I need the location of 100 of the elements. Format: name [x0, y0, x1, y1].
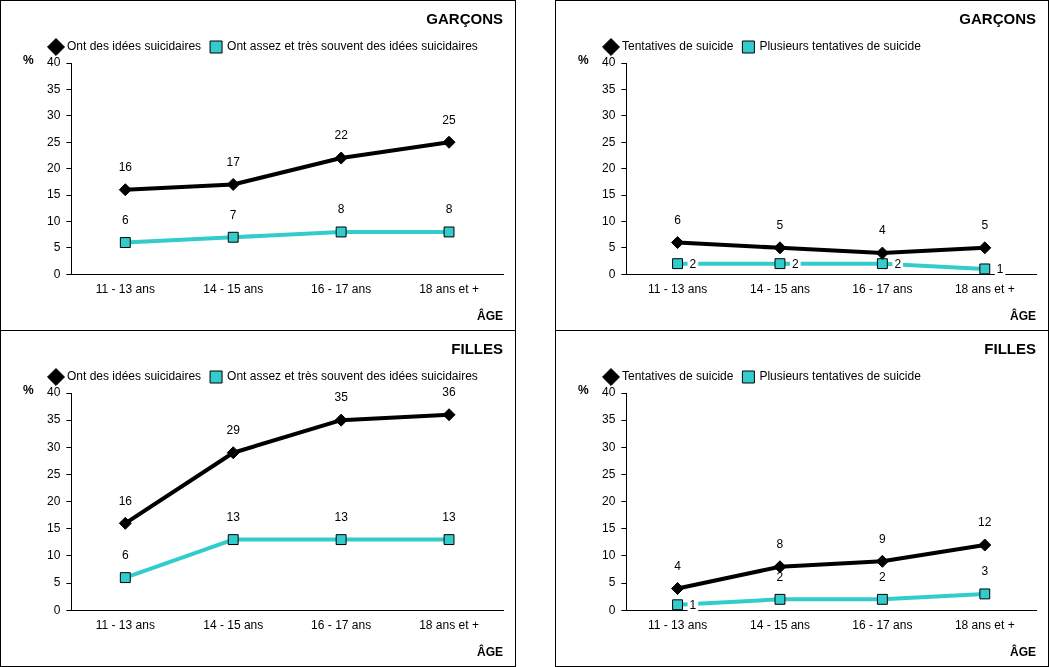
y-tick-label: 0 — [53, 266, 61, 281]
y-tick-label: 30 — [46, 108, 61, 123]
point — [978, 538, 992, 552]
data-label: 6 — [121, 547, 129, 562]
x-tick-label: 14 - 15 ans — [749, 281, 810, 296]
data-label: 9 — [879, 531, 887, 546]
data-label: 1 — [689, 598, 697, 613]
data-label: 13 — [226, 509, 241, 524]
chart-title: FILLES — [451, 340, 503, 358]
y-tick-label: 15 — [46, 187, 61, 202]
data-label: 17 — [226, 154, 241, 169]
x-axis-title: ÂGE — [476, 308, 503, 324]
x-tick-label: 16 - 17 ans — [311, 617, 372, 632]
y-axis-title: % — [23, 53, 34, 68]
y-tick-label: 25 — [601, 466, 616, 481]
data-label: 36 — [442, 385, 457, 400]
chart-title: FILLES — [984, 340, 1036, 358]
x-tick-label: 18 ans et + — [954, 281, 1015, 296]
y-tick-label: 25 — [601, 134, 616, 149]
data-label: 13 — [442, 509, 457, 524]
data-label: 7 — [229, 207, 237, 222]
y-tick-label: 20 — [601, 160, 616, 175]
x-tick-label: 16 - 17 ans — [311, 281, 372, 296]
y-tick-label: 15 — [46, 521, 61, 536]
y-tick-label: 30 — [601, 439, 616, 454]
point — [876, 593, 888, 605]
y-tick-label: 10 — [601, 213, 616, 228]
data-label: 25 — [442, 112, 457, 127]
data-label: 13 — [334, 509, 349, 524]
data-label: 5 — [776, 218, 784, 233]
x-axis-title: ÂGE — [1009, 644, 1036, 660]
x-tick-label: 11 - 13 ans — [95, 281, 155, 296]
y-tick-label: 40 — [46, 385, 61, 400]
y-tick-label: 25 — [46, 134, 61, 149]
point — [876, 258, 888, 270]
data-label: 2 — [791, 256, 799, 271]
y-tick-label: 40 — [601, 385, 616, 400]
point — [773, 560, 787, 574]
y-tick-label: 40 — [601, 55, 616, 70]
chart-title: GARÇONS — [959, 10, 1036, 28]
y-tick-label: 15 — [601, 521, 616, 536]
data-label: 8 — [337, 202, 345, 217]
data-label: 22 — [334, 128, 349, 143]
data-label: 2 — [879, 569, 887, 584]
point — [774, 258, 786, 270]
y-axis-title: % — [578, 53, 589, 68]
y-tick-label: 0 — [53, 602, 61, 617]
x-axis-title: ÂGE — [1009, 308, 1036, 324]
point — [335, 226, 347, 238]
data-label: 3 — [981, 564, 989, 579]
point — [226, 177, 240, 191]
data-label: 8 — [776, 537, 784, 552]
legend-label: Ont des idées suicidaires — [67, 369, 202, 384]
y-tick-label: 0 — [608, 602, 616, 617]
y-axis-title: % — [578, 383, 589, 398]
data-label: 2 — [894, 256, 902, 271]
data-label: 35 — [334, 390, 349, 405]
point — [774, 593, 786, 605]
x-tick-label: 14 - 15 ans — [203, 281, 264, 296]
data-label: 8 — [445, 202, 453, 217]
data-label: 16 — [118, 160, 133, 175]
y-tick-label: 10 — [46, 213, 61, 228]
point — [671, 236, 685, 250]
y-tick-label: 35 — [601, 81, 616, 96]
y-tick-label: 25 — [46, 466, 61, 481]
data-label: 16 — [118, 493, 133, 508]
data-label: 2 — [689, 256, 697, 271]
y-tick-label: 20 — [46, 160, 61, 175]
y-tick-label: 30 — [46, 439, 61, 454]
x-tick-label: 14 - 15 ans — [203, 617, 264, 632]
legend-label: Ont assez et très souvent des idées suicidaires — [227, 369, 478, 384]
x-tick-label: 18 ans et + — [954, 617, 1015, 632]
legend-label: Tentatives de suicide — [622, 39, 734, 54]
x-tick-label: 14 - 15 ans — [749, 617, 810, 632]
point — [978, 241, 992, 255]
y-tick-label: 40 — [46, 55, 61, 70]
y-tick-label: 5 — [608, 575, 616, 590]
legend-label: Plusieurs tentatives de suicide — [759, 39, 922, 54]
point — [979, 263, 991, 275]
x-tick-label: 11 - 13 ans — [647, 617, 708, 632]
data-label: 5 — [981, 218, 989, 233]
data-label: 6 — [674, 212, 682, 227]
point — [671, 581, 685, 595]
chart-title: GARÇONS — [426, 10, 503, 28]
x-tick-label: 11 - 13 ans — [647, 281, 708, 296]
x-tick-label: 18 ans et + — [419, 281, 479, 296]
data-label: 4 — [879, 223, 887, 238]
point — [334, 413, 348, 427]
y-tick-label: 5 — [53, 575, 61, 590]
legend-label: Plusieurs tentatives de suicide — [759, 369, 922, 384]
x-tick-label: 11 - 13 ans — [95, 617, 155, 632]
x-tick-label: 16 - 17 ans — [852, 281, 913, 296]
point — [119, 572, 131, 584]
y-tick-label: 20 — [46, 493, 61, 508]
x-axis-title: ÂGE — [476, 644, 503, 660]
point — [118, 183, 132, 197]
point — [442, 135, 456, 149]
legend-label: Ont des idées suicidaires — [67, 39, 202, 54]
point — [335, 534, 347, 546]
y-tick-label: 35 — [46, 81, 61, 96]
